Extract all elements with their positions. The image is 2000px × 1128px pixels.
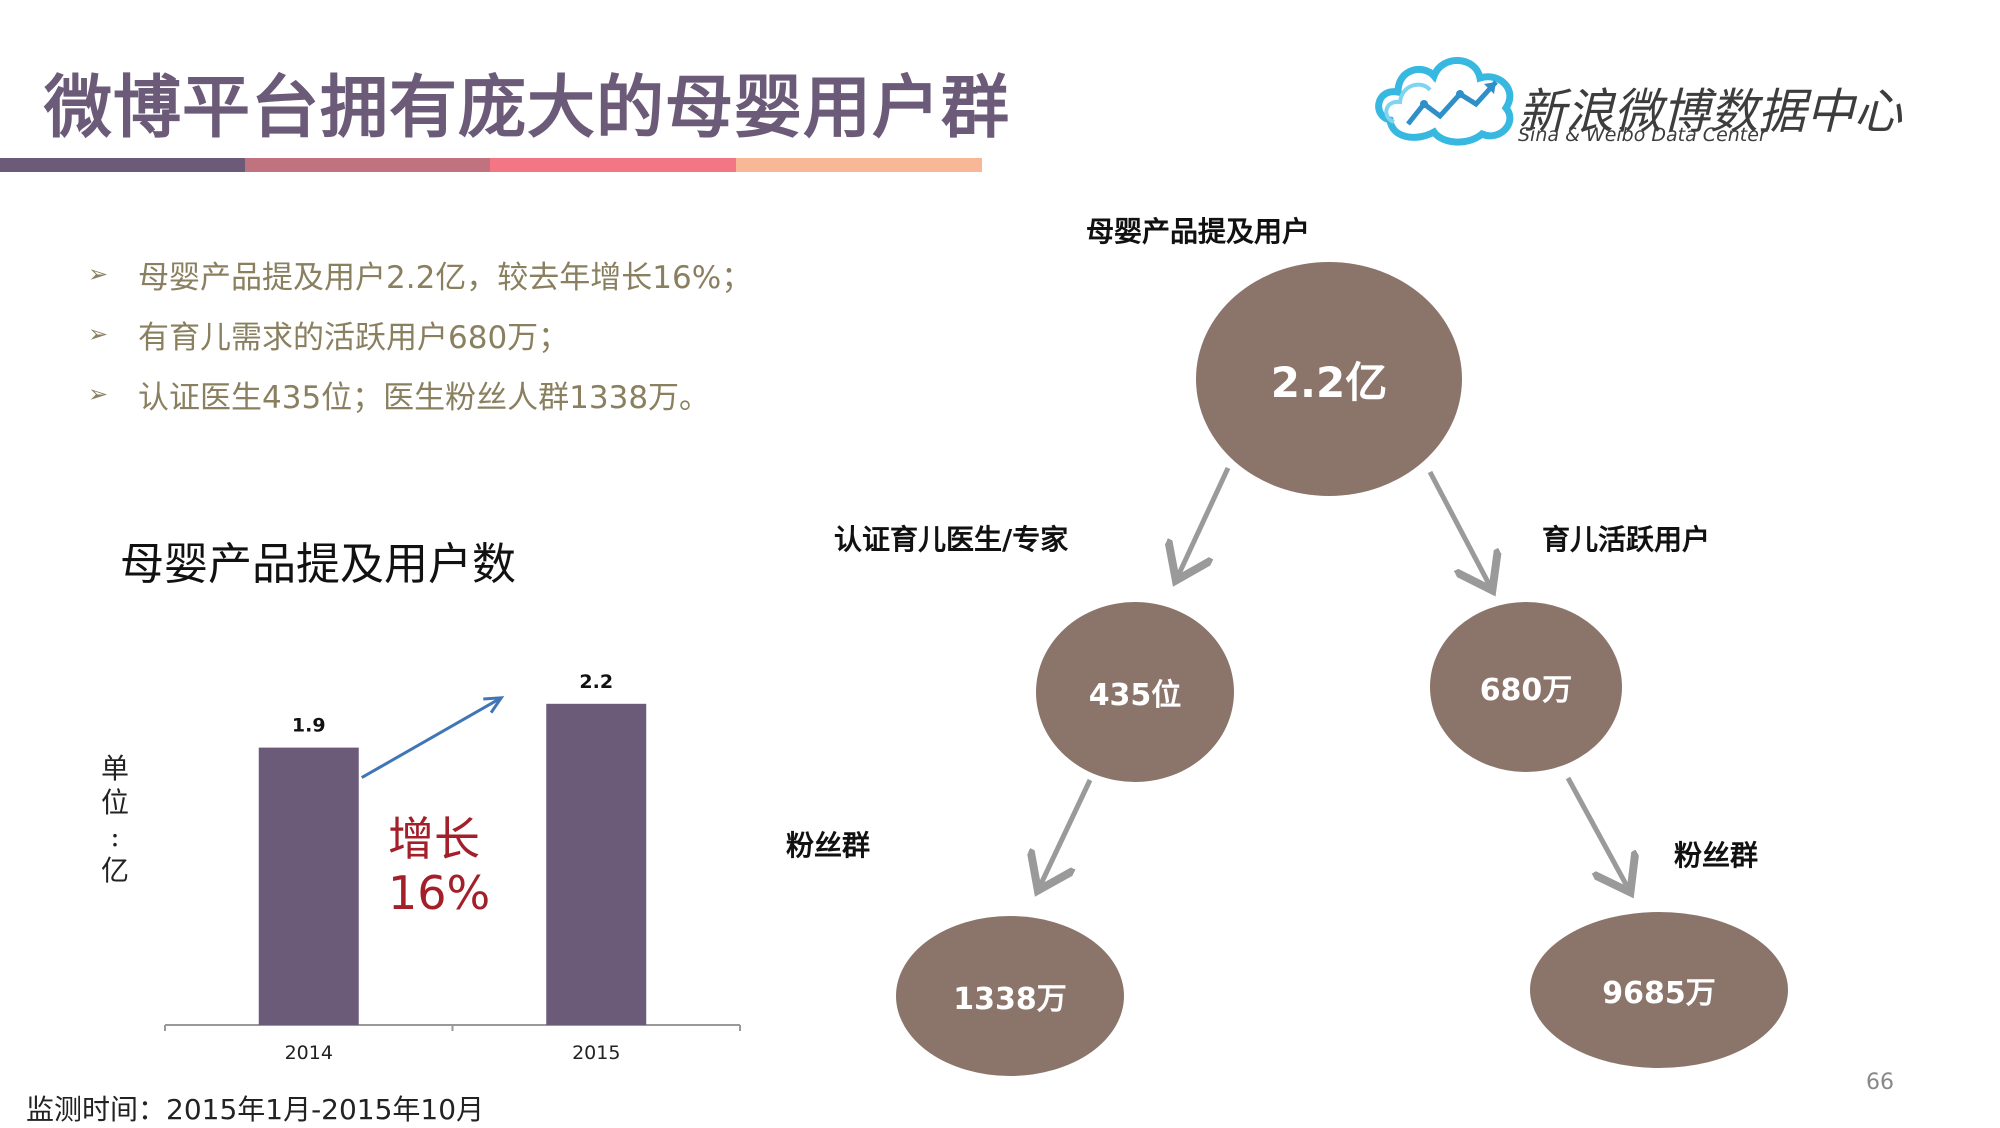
right-node-label: 育儿活跃用户 [1542,523,1711,556]
bullet-list: ➢ 母婴产品提及用户2.2亿，较去年增长16%； ➢ 有育儿需求的活跃用户680… [88,244,752,424]
growth-arrow-line [361,696,502,779]
left-leaf-label: 粉丝群 [786,829,871,862]
left-leaf-node: 1338万 [896,916,1124,1076]
title-underline-segment-3 [490,158,736,172]
bullet-item: ➢ 有育儿需求的活跃用户680万； [88,304,752,364]
arrow-root-to-right [1427,470,1490,586]
x-tick-label: 2015 [572,1042,620,1064]
bar-data-label: 1.9 [292,715,326,737]
arrow-left-to-leaf [1040,778,1093,886]
bullet-text: 认证医生435位；医生粉丝人群1338万。 [138,379,711,416]
bar-2014 [258,747,359,1025]
x-tick-label: 2014 [285,1042,333,1064]
root-node: 2.2亿 [1196,262,1462,496]
bullet-text: 有育儿需求的活跃用户680万； [138,319,570,356]
bullet-item: ➢ 认证医生435位；医生粉丝人群1338万。 [88,364,752,424]
monitor-period: 监测时间：2015年1月-2015年10月 [26,1093,485,1126]
arrow-bullet-icon: ➢ [88,260,109,288]
growth-arrow-head-icon [483,696,505,714]
bar-chart: 1.9 2014 2.2 2015 [164,671,741,1064]
title-underline-segment-1 [0,158,245,172]
right-node: 680万 [1430,602,1622,772]
growth-annotation: 增长 16% [388,812,490,920]
arrow-bullet-icon: ➢ [88,320,109,348]
arrow-bullet-icon: ➢ [88,380,109,408]
bar-2015 [546,703,647,1025]
chart-title: 母婴产品提及用户数 [120,539,516,590]
left-node: 435位 [1036,602,1234,782]
right-leaf-label: 粉丝群 [1674,839,1759,872]
sina-cloud-logo-icon [1375,57,1514,146]
unit-char: : [110,820,120,853]
root-node-label: 母婴产品提及用户 [1086,215,1311,248]
logo-text: 新浪微博数据中心 [1518,84,1903,140]
page-number: 66 [1866,1070,1894,1095]
title-underline-segment-4 [736,158,982,172]
title-underline-segment-2 [245,158,490,172]
right-leaf-node: 9685万 [1530,912,1788,1068]
unit-char: 单 [100,752,129,785]
arrow-right-to-leaf [1565,776,1628,888]
unit-label: 单 位 : 亿 [100,752,130,888]
arrow-root-to-left [1178,466,1231,576]
growth-label: 增长 [388,812,480,866]
unit-char: 位 [100,786,129,819]
growth-percent: 16% [388,866,491,920]
page-title: 微博平台拥有庞大的母婴用户群 [44,69,1011,148]
logo-subtext: Sina & Weibo Data Center [1518,124,1767,146]
bullet-text: 母婴产品提及用户2.2亿，较去年增长16%； [138,259,753,296]
left-node-label: 认证育儿医生/专家 [834,523,1069,556]
bullet-item: ➢ 母婴产品提及用户2.2亿，较去年增长16%； [88,244,752,304]
bar-data-label: 2.2 [579,671,613,693]
unit-char: 亿 [100,854,129,887]
